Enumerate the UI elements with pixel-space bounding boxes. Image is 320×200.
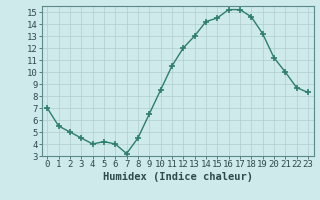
X-axis label: Humidex (Indice chaleur): Humidex (Indice chaleur)	[103, 172, 252, 182]
